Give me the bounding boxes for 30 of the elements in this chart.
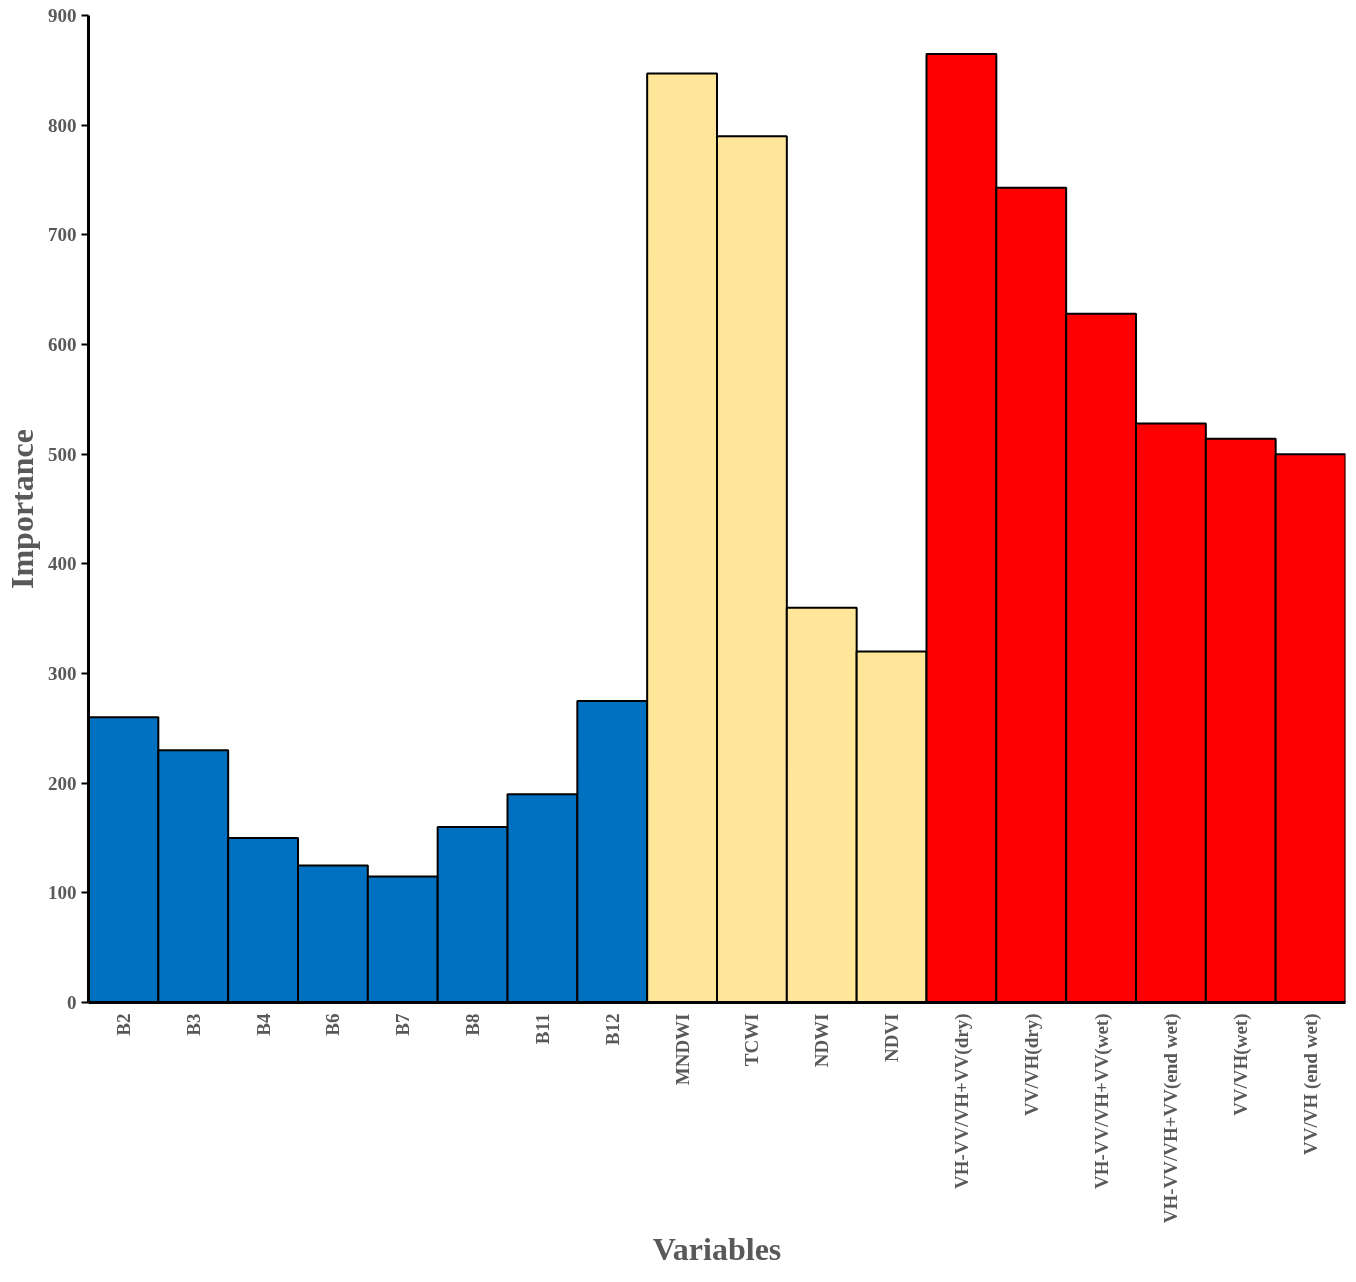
y-tick-label: 800 — [48, 114, 77, 136]
x-tick-label: VH-VV/VH+VV(end wet) — [1160, 1013, 1183, 1224]
y-tick-label: 300 — [48, 663, 77, 684]
x-axis-title: Variables — [652, 1231, 782, 1268]
y-tick-label: 0 — [67, 992, 77, 1013]
y-tick-label: 600 — [48, 334, 77, 355]
x-tick-label: NDWI — [811, 1013, 833, 1068]
y-tick-label: 200 — [48, 772, 77, 794]
y-axis-title: Importance — [4, 429, 40, 589]
x-tick-label: VV/VH (end wet) — [1300, 1013, 1323, 1155]
x-tick-label: B4 — [252, 1013, 274, 1036]
x-tick-label: VV/VH(dry) — [1020, 1013, 1043, 1116]
x-tick-label: VH-VV/VH+VV(dry) — [950, 1013, 973, 1189]
x-tick-label: VV/VH(wet) — [1230, 1013, 1253, 1116]
x-tick-label: TCWI — [741, 1013, 763, 1067]
y-tick-label: 700 — [48, 224, 77, 246]
x-tick-label: B3 — [182, 1013, 204, 1036]
y-tick-label: 100 — [48, 882, 77, 904]
x-tick-label: B12 — [601, 1013, 623, 1046]
y-tick-label: 400 — [48, 553, 77, 575]
x-tick-label: B11 — [531, 1013, 553, 1045]
x-tick-label: VH-VV/VH+VV(wet) — [1090, 1013, 1113, 1189]
x-tick-label: NDVI — [881, 1013, 903, 1063]
y-tick-label: 900 — [48, 5, 77, 26]
x-tick-label: B6 — [322, 1013, 344, 1036]
x-tick-label: B8 — [462, 1013, 484, 1036]
x-tick-label: B7 — [392, 1013, 414, 1036]
x-tick-label: B2 — [112, 1013, 134, 1036]
x-tick-label: MNDWI — [671, 1013, 693, 1086]
y-tick-label: 500 — [48, 443, 77, 465]
